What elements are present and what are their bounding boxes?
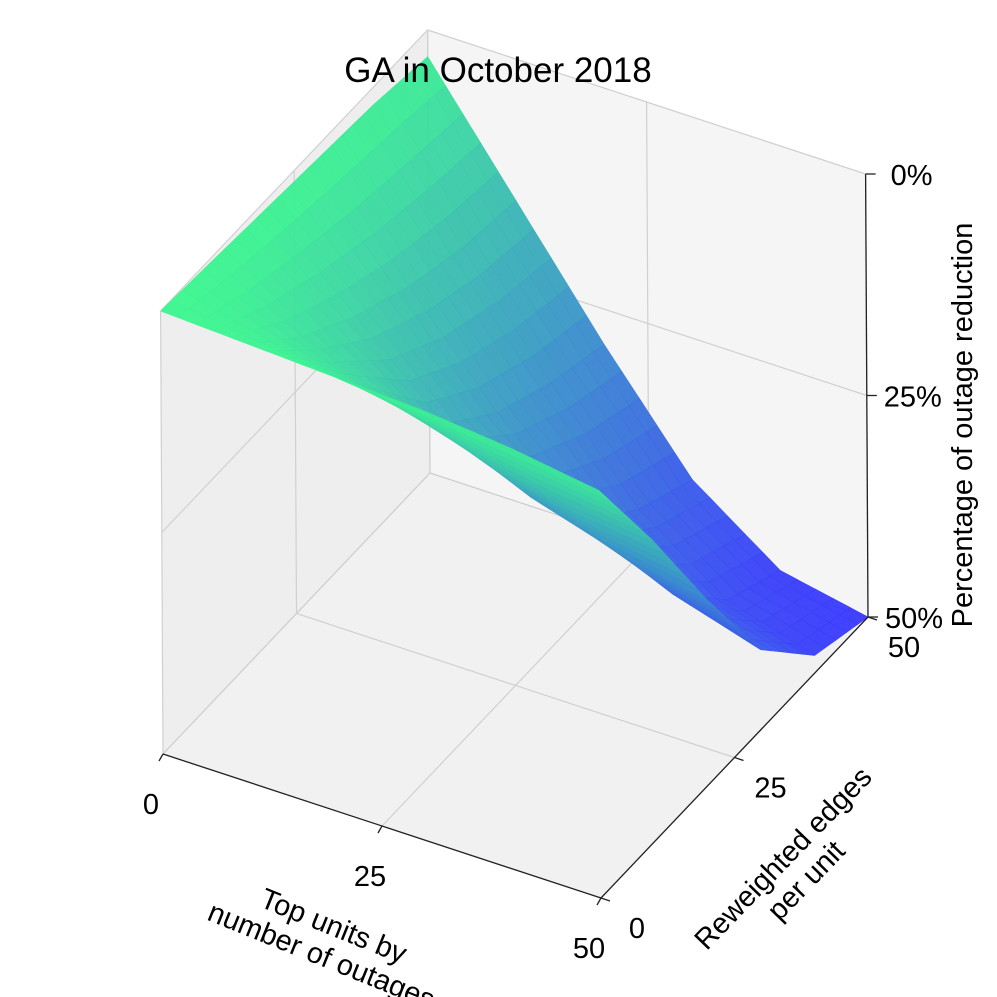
surface-patch <box>581 481 610 501</box>
y-axis-label: Reweighted edgesper unit <box>689 761 902 978</box>
y-tick-mark <box>734 756 744 762</box>
z-tick-label: 0% <box>891 160 933 192</box>
grid-line-z <box>160 29 866 312</box>
x-tick-mark <box>596 897 602 906</box>
x-axis-label: Top units bynumber of outages <box>203 867 451 997</box>
x-tick-label: 50 <box>573 933 605 965</box>
y-tick-label: 25 <box>754 773 786 805</box>
x-tick-label: 0 <box>143 789 159 821</box>
x-tick-mark <box>158 753 164 762</box>
y-tick-mark <box>600 897 611 902</box>
surface <box>160 56 869 656</box>
z-tick-label: 25% <box>884 382 942 414</box>
chart-title: GA in October 2018 <box>344 51 651 90</box>
y-tick-label: 50 <box>888 632 920 664</box>
z-axis-label: Percentage of outage reduction <box>947 223 979 628</box>
x-tick-mark <box>377 825 383 834</box>
ticks: 0 25 50 0 25 50 0% 25% 50% <box>143 160 943 965</box>
y-tick-label: 0 <box>629 913 645 945</box>
z-tick-label: 50% <box>885 603 943 635</box>
x-tick-label: 25 <box>354 861 386 893</box>
